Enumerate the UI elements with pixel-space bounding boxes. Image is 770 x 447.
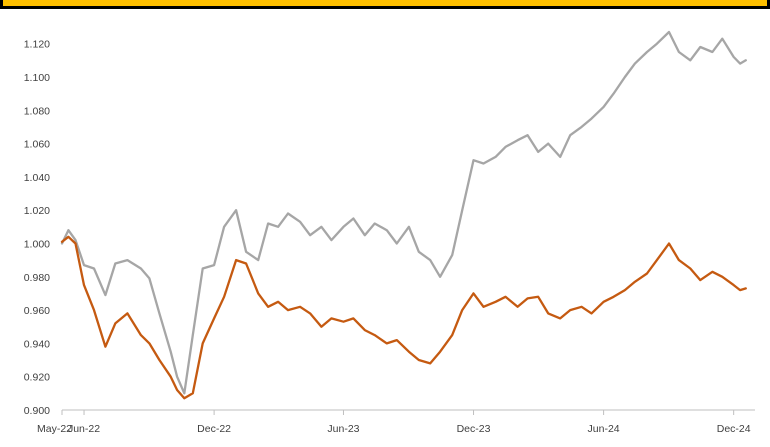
x-tick-label: Dec-24 xyxy=(717,423,751,435)
y-tick-label: 1.020 xyxy=(24,205,50,217)
header-bar xyxy=(0,0,770,9)
y-tick-label: 1.080 xyxy=(24,105,50,117)
y-tick-label: 1.100 xyxy=(24,72,50,84)
x-tick-label: Dec-22 xyxy=(197,423,231,435)
y-tick-label: 0.980 xyxy=(24,272,50,284)
chart-series xyxy=(60,30,747,400)
series-line-grey xyxy=(60,30,747,395)
y-tick-label: 1.040 xyxy=(24,172,50,184)
chart-axes: 0.900 0.920 0.940 0.960 0.980 1.000 1.020 1.040… xyxy=(24,39,755,435)
x-tick-label: Dec-23 xyxy=(457,423,491,435)
y-tick-label: 0.940 xyxy=(24,338,50,350)
y-tick-label: 0.900 xyxy=(24,405,50,417)
x-tick-label: Jun-23 xyxy=(327,423,359,435)
series-line-orange xyxy=(60,235,747,400)
y-tick-label: 0.960 xyxy=(24,305,50,317)
y-tick-label: 0.920 xyxy=(24,372,50,384)
y-tick-label: 1.060 xyxy=(24,139,50,151)
x-tick-label: May-22 xyxy=(37,423,72,435)
y-tick-label: 1.120 xyxy=(24,39,50,51)
x-tick-label: Jun-22 xyxy=(68,423,100,435)
y-tick-label: 1.000 xyxy=(24,238,50,250)
x-tick-label: Jun-24 xyxy=(588,423,620,435)
